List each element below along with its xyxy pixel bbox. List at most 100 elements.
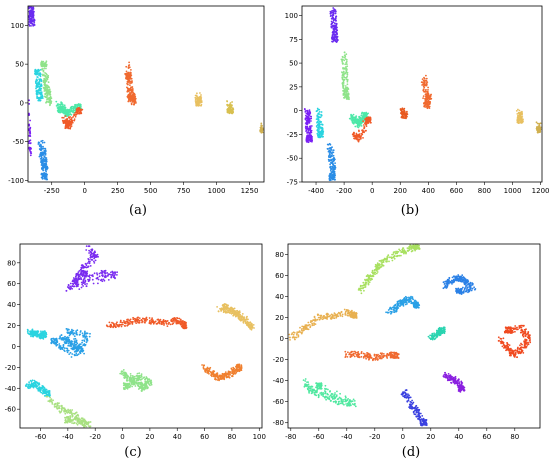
data-point [305,130,307,133]
data-point [75,352,78,355]
data-point [425,89,427,91]
data-point [62,336,64,339]
data-point [32,24,34,27]
data-point [41,178,44,180]
data-point [306,134,309,137]
data-point [249,327,252,330]
data-point [54,339,57,341]
data-point [359,119,362,122]
data-point [334,179,336,181]
data-point [150,383,153,386]
data-point [61,109,64,111]
data-point [346,98,348,100]
data-point [80,286,83,289]
data-point [134,99,136,102]
data-point [40,85,43,87]
data-point [46,78,49,81]
data-point [319,132,322,135]
data-point [71,353,74,355]
data-point [97,282,99,285]
data-point [70,330,72,333]
data-point [362,120,365,123]
data-point [329,163,331,166]
data-point [76,283,79,285]
data-point [28,128,30,130]
data-point [124,376,127,379]
data-point [32,332,34,335]
data-point [129,92,132,94]
data-point [517,117,520,120]
data-point [80,350,82,353]
data-point [37,141,40,144]
data-point [28,134,31,137]
data-point [37,143,40,145]
data-point [170,319,173,322]
data-point [69,351,72,354]
data-point [44,88,47,91]
data-point [46,98,49,101]
data-point [110,275,113,278]
data-point [40,83,43,86]
data-point [78,103,80,106]
y-tick-label: 50 [289,60,298,68]
data-point [44,147,47,150]
data-point [243,318,246,320]
data-point [30,152,33,155]
data-point [46,100,48,103]
data-point [121,373,124,375]
data-point [30,6,32,8]
data-point [141,386,143,389]
x-tick-label: 1000 [504,187,522,195]
data-point [129,373,132,375]
data-point [70,356,73,358]
data-point [199,99,202,102]
data-point [423,77,426,80]
data-point [67,123,69,125]
data-point [228,376,231,379]
data-point [518,109,521,112]
data-point [75,111,78,113]
data-point [252,324,255,326]
data-point [178,317,181,320]
data-point [128,74,131,77]
data-point [348,98,350,101]
data-point [106,325,109,327]
data-point [318,113,320,116]
data-point [346,83,349,86]
data-point [426,96,428,98]
data-point [341,55,344,58]
data-point [28,6,31,8]
data-point [66,347,69,350]
data-point [148,317,151,319]
data-point [86,270,89,273]
data-point [101,274,103,277]
data-point [232,373,235,376]
data-point [46,73,48,76]
data-point [44,335,47,338]
cluster-11 [535,121,542,134]
data-point [125,70,128,73]
data-point [399,108,402,110]
data-point [308,136,311,138]
data-point [111,321,113,324]
data-point [429,95,432,98]
data-point [317,121,319,124]
data-point [307,131,309,134]
data-point [68,353,71,355]
data-point [60,334,63,336]
data-point [336,39,339,42]
data-point [247,323,250,326]
data-point [98,275,101,278]
data-point [331,158,334,161]
data-point [334,166,337,169]
data-point [92,282,95,285]
cluster-2 [303,108,313,144]
data-point [129,84,131,86]
data-point [63,350,66,352]
data-point [134,319,137,322]
data-point [129,77,132,80]
data-point [132,377,135,379]
cluster-4 [105,316,188,330]
data-point [202,367,205,370]
